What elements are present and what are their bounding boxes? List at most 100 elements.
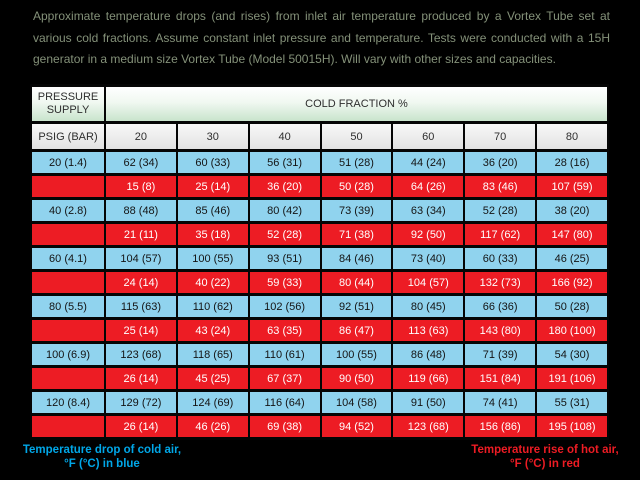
cold-air-legend: Temperature drop of cold air, °F (°C) in… — [0, 444, 204, 471]
cold-drop-row: 60 (4.1) 104 (57) 100 (55) 93 (51) 84 (46) 73… — [32, 248, 607, 269]
cold-legend-line2: °F (°C) in blue — [64, 457, 140, 470]
fraction-header: 70 — [465, 124, 536, 149]
cold-drop-cell: 56 (31) — [249, 152, 320, 173]
hot-rise-cell: 35 (18) — [177, 224, 248, 245]
empty-pressure-cell — [32, 368, 104, 389]
cold-drop-cell: 85 (46) — [177, 200, 248, 221]
cold-drop-cell: 84 (46) — [321, 248, 392, 269]
hot-rise-row: 26 (14) 45 (25) 67 (37) 90 (50) 119 (66) 151 … — [32, 368, 607, 389]
hot-rise-row: 21 (11) 35 (18) 52 (28) 71 (38) 92 (50) 117 (… — [32, 224, 607, 245]
cold-fraction-header: COLD FRACTION % — [106, 87, 607, 121]
cold-drop-cell: 63 (34) — [393, 200, 464, 221]
cold-drop-cell: 28 (16) — [537, 152, 607, 173]
hot-rise-row: 15 (8) 25 (14) 36 (20) 50 (28) 64 (26) 83 (46… — [32, 176, 607, 197]
hot-rise-cell: 71 (38) — [321, 224, 392, 245]
fraction-header: 50 — [321, 124, 392, 149]
pressure-cell: 40 (2.8) — [32, 200, 104, 221]
hot-rise-cell: 191 (106) — [537, 368, 607, 389]
hot-rise-cell: 180 (100) — [537, 320, 607, 341]
empty-pressure-cell — [32, 224, 104, 245]
hot-rise-cell: 63 (35) — [249, 320, 320, 341]
cold-drop-cell: 92 (51) — [321, 296, 392, 317]
cold-drop-row: 80 (5.5) 115 (63) 110 (62) 102 (56) 92 (51) 8… — [32, 296, 607, 317]
cold-drop-cell: 118 (65) — [177, 344, 248, 365]
hot-rise-cell: 26 (14) — [106, 368, 176, 389]
hot-rise-cell: 36 (20) — [249, 176, 320, 197]
cold-drop-cell: 124 (69) — [177, 392, 248, 413]
fraction-header: 40 — [249, 124, 320, 149]
table-head: PRESSURE SUPPLY COLD FRACTION % PSIG (BA… — [32, 87, 607, 149]
empty-pressure-cell — [32, 416, 104, 437]
hot-rise-cell: 40 (22) — [177, 272, 248, 293]
hot-rise-cell: 25 (14) — [177, 176, 248, 197]
hot-rise-cell: 107 (59) — [537, 176, 607, 197]
hot-rise-cell: 151 (84) — [465, 368, 536, 389]
hot-rise-row: 25 (14) 43 (24) 63 (35) 86 (47) 113 (63) 143 … — [32, 320, 607, 341]
fraction-header: 60 — [393, 124, 464, 149]
cold-drop-cell: 115 (63) — [106, 296, 176, 317]
empty-pressure-cell — [32, 320, 104, 341]
hot-rise-cell: 45 (25) — [177, 368, 248, 389]
hot-rise-cell: 92 (50) — [393, 224, 464, 245]
hot-rise-cell: 21 (11) — [106, 224, 176, 245]
hot-rise-cell: 50 (28) — [321, 176, 392, 197]
hot-rise-cell: 52 (28) — [249, 224, 320, 245]
cold-drop-cell: 100 (55) — [177, 248, 248, 269]
cold-drop-cell: 60 (33) — [465, 248, 536, 269]
cold-drop-cell: 38 (20) — [537, 200, 607, 221]
hot-rise-cell: 46 (26) — [177, 416, 248, 437]
hot-rise-cell: 195 (108) — [537, 416, 607, 437]
cold-drop-cell: 73 (40) — [393, 248, 464, 269]
cold-drop-cell: 104 (57) — [106, 248, 176, 269]
hot-rise-cell: 132 (73) — [465, 272, 536, 293]
cold-drop-cell: 52 (28) — [465, 200, 536, 221]
cold-drop-cell: 51 (28) — [321, 152, 392, 173]
cold-drop-cell: 100 (55) — [321, 344, 392, 365]
cold-drop-cell: 129 (72) — [106, 392, 176, 413]
hot-rise-cell: 117 (62) — [465, 224, 536, 245]
pressure-cell: 100 (6.9) — [32, 344, 104, 365]
hot-rise-cell: 24 (14) — [106, 272, 176, 293]
cold-drop-cell: 80 (45) — [393, 296, 464, 317]
cold-drop-row: 100 (6.9) 123 (68) 118 (65) 110 (61) 100 (55… — [32, 344, 607, 365]
cold-drop-cell: 71 (39) — [465, 344, 536, 365]
hot-rise-cell: 59 (33) — [249, 272, 320, 293]
cold-drop-row: 20 (1.4) 62 (34) 60 (33) 56 (31) 51 (28) 44 (… — [32, 152, 607, 173]
cold-drop-cell: 88 (48) — [106, 200, 176, 221]
cold-drop-cell: 110 (62) — [177, 296, 248, 317]
hot-rise-row: 24 (14) 40 (22) 59 (33) 80 (44) 104 (57) 132 … — [32, 272, 607, 293]
hot-legend-line1: Temperature rise of hot air, — [471, 444, 619, 456]
cold-drop-cell: 86 (48) — [393, 344, 464, 365]
vortex-temperature-table: PRESSURE SUPPLY COLD FRACTION % PSIG (BA… — [30, 84, 609, 440]
cold-drop-cell: 74 (41) — [465, 392, 536, 413]
hot-rise-cell: 83 (46) — [465, 176, 536, 197]
group-header-row: PRESSURE SUPPLY COLD FRACTION % — [32, 87, 607, 121]
hot-rise-cell: 69 (38) — [249, 416, 320, 437]
hot-rise-cell: 26 (14) — [106, 416, 176, 437]
cold-drop-cell: 73 (39) — [321, 200, 392, 221]
fraction-header: 20 — [106, 124, 176, 149]
fraction-header: 80 — [537, 124, 607, 149]
cold-drop-cell: 55 (31) — [537, 392, 607, 413]
hot-rise-cell: 15 (8) — [106, 176, 176, 197]
cold-drop-cell: 36 (20) — [465, 152, 536, 173]
cold-drop-cell: 62 (34) — [106, 152, 176, 173]
cold-drop-cell: 104 (58) — [321, 392, 392, 413]
pressure-supply-header: PRESSURE SUPPLY — [32, 87, 104, 121]
pressure-cell: 120 (8.4) — [32, 392, 104, 413]
cold-drop-cell: 44 (24) — [393, 152, 464, 173]
pressure-cell: 60 (4.1) — [32, 248, 104, 269]
table-body: 20 (1.4) 62 (34) 60 (33) 56 (31) 51 (28) 44 (… — [32, 152, 607, 437]
cold-drop-cell: 102 (56) — [249, 296, 320, 317]
hot-rise-cell: 25 (14) — [106, 320, 176, 341]
hot-legend-line2: °F (°C) in red — [510, 457, 580, 470]
cold-drop-cell: 93 (51) — [249, 248, 320, 269]
hot-rise-cell: 67 (37) — [249, 368, 320, 389]
pressure-cell: 20 (1.4) — [32, 152, 104, 173]
fraction-header: 30 — [177, 124, 248, 149]
cold-drop-cell: 91 (50) — [393, 392, 464, 413]
cold-drop-cell: 60 (33) — [177, 152, 248, 173]
cold-drop-row: 120 (8.4) 129 (72) 124 (69) 116 (64) 104 (58… — [32, 392, 607, 413]
hot-rise-cell: 143 (80) — [465, 320, 536, 341]
cold-drop-cell: 54 (30) — [537, 344, 607, 365]
